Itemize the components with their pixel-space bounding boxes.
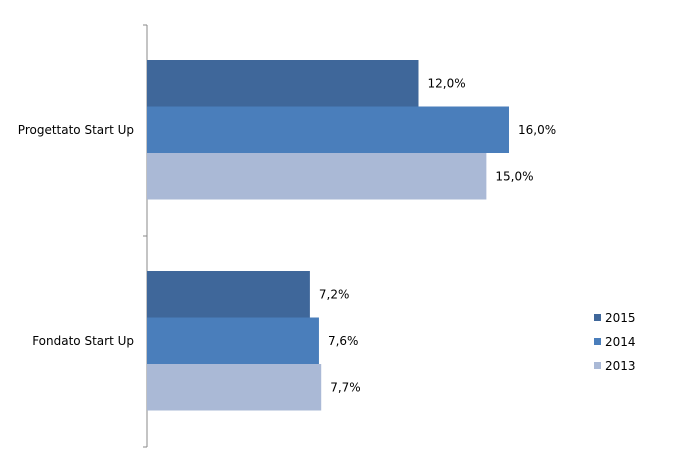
bar-fondato-start-up-2013 (147, 364, 322, 411)
axis (143, 24, 148, 448)
bar-fondato-start-up-2014 (147, 317, 319, 364)
data-label: 7,7% (330, 380, 361, 394)
data-label: 7,6% (328, 334, 359, 348)
bar-progettato-start-up-2013 (147, 153, 487, 200)
data-label: 15,0% (495, 169, 533, 183)
legend: 2015 2014 2013 (594, 311, 636, 373)
legend-label-2013: 2013 (605, 359, 636, 373)
legend-label-2015: 2015 (605, 311, 636, 325)
legend-swatch-2014 (594, 338, 601, 345)
bar-progettato-start-up-2014 (147, 106, 509, 153)
bar-progettato-start-up-2015 (147, 60, 419, 107)
labels: 12,0% 16,0% 15,0% Progettato Start Up 7,2% 7,… (18, 76, 556, 394)
bars (147, 60, 509, 411)
category-label-progettato-start-up: Progettato Start Up (18, 123, 134, 137)
category-label-fondato-start-up: Fondato Start Up (32, 334, 134, 348)
data-label: 7,2% (319, 287, 350, 301)
data-label: 12,0% (428, 76, 466, 90)
legend-swatch-2015 (594, 314, 601, 321)
legend-label-2014: 2014 (605, 335, 636, 349)
bar-fondato-start-up-2015 (147, 271, 310, 318)
data-label: 16,0% (518, 123, 556, 137)
legend-swatch-2013 (594, 362, 601, 369)
